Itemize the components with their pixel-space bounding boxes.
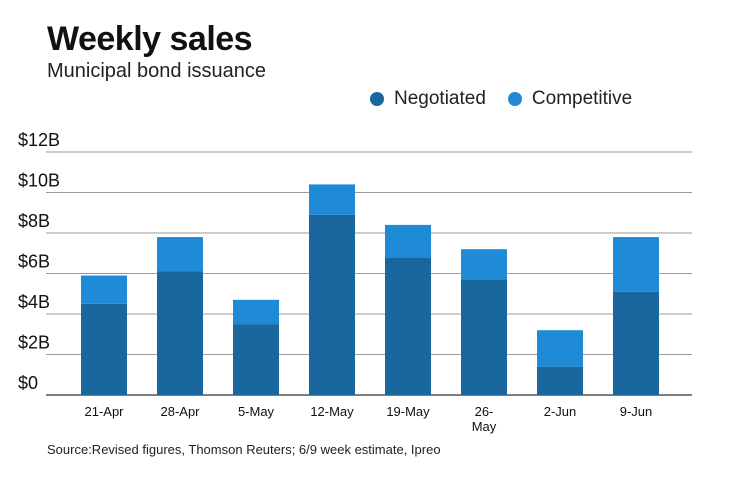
x-tick-label-line: 21-Apr: [84, 404, 124, 419]
x-tick-label-5-May: 5-May: [238, 404, 275, 419]
bar-competitive-2-Jun: [537, 330, 583, 367]
bar-negotiated-19-May: [385, 257, 431, 395]
bar-competitive-21-Apr: [81, 275, 127, 304]
y-tick-label-2: $2B: [18, 333, 50, 353]
bar-negotiated-12-May: [309, 214, 355, 395]
bar-competitive-19-May: [385, 224, 431, 258]
bar-competitive-28-Apr: [157, 237, 203, 272]
chart-title: Weekly sales: [47, 20, 253, 58]
x-tick-label-line: 28-Apr: [160, 404, 200, 419]
bar-competitive-5-May: [233, 299, 279, 325]
x-tick-label-12-May: 12-May: [310, 404, 354, 419]
x-tick-label-line: 5-May: [238, 404, 275, 419]
bar-negotiated-21-Apr: [81, 303, 127, 395]
legend-label-competitive: Competitive: [531, 88, 633, 109]
legend-label-negotiated: Negotiated: [394, 88, 486, 109]
x-tick-label-line: 26-: [475, 404, 494, 419]
bar-competitive-26-May: [461, 249, 507, 280]
y-tick-label-8: $8B: [18, 211, 50, 231]
bar-negotiated-5-May: [233, 324, 279, 395]
x-tick-label-line: 9-Jun: [620, 404, 653, 419]
x-tick-label-9-Jun: 9-Jun: [620, 404, 653, 419]
y-tick-label-4: $4B: [18, 292, 50, 312]
bar-competitive-12-May: [309, 184, 355, 215]
y-tick-label-6: $6B: [18, 252, 50, 272]
chart-legend: Negotiated Competitive: [370, 88, 654, 110]
x-tick-label-line: May: [472, 419, 497, 434]
legend-item-competitive: Competitive: [507, 88, 633, 110]
legend-item-negotiated: Negotiated: [370, 88, 486, 110]
y-tick-label-10: $10B: [18, 171, 60, 191]
source-note: Source:Revised figures, Thomson Reuters;…: [47, 442, 441, 457]
x-tick-label-line: 12-May: [310, 404, 354, 419]
bar-competitive-9-Jun: [613, 237, 659, 292]
x-tick-label-19-May: 19-May: [386, 404, 430, 419]
x-tick-label-21-Apr: 21-Apr: [84, 404, 124, 419]
legend-swatch-negotiated: [370, 92, 384, 106]
y-tick-label-0: $0: [18, 373, 38, 393]
bar-negotiated-26-May: [461, 279, 507, 395]
legend-swatch-competitive: [507, 92, 522, 106]
y-tick-label-12: $12B: [18, 130, 60, 150]
x-tick-label-2-Jun: 2-Jun: [544, 404, 577, 419]
bar-negotiated-2-Jun: [537, 366, 583, 395]
x-tick-label-26-May: 26-May: [472, 404, 497, 434]
x-tick-label-line: 2-Jun: [544, 404, 577, 419]
bar-negotiated-9-Jun: [613, 291, 659, 395]
x-tick-label-28-Apr: 28-Apr: [160, 404, 200, 419]
bar-negotiated-28-Apr: [157, 271, 203, 395]
x-tick-label-line: 19-May: [386, 404, 430, 419]
chart-subtitle: Municipal bond issuance: [47, 60, 267, 82]
